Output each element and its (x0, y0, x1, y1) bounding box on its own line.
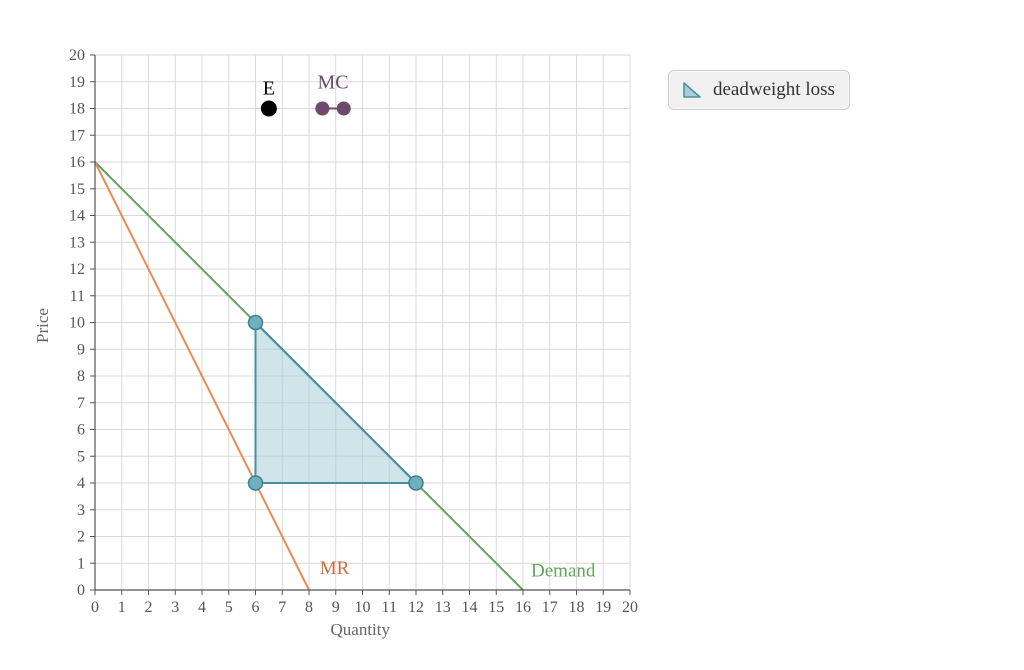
svg-text:18: 18 (569, 599, 585, 616)
svg-text:14: 14 (69, 208, 85, 225)
svg-text:14: 14 (462, 599, 478, 616)
svg-text:20: 20 (622, 599, 638, 616)
svg-text:10: 10 (355, 599, 371, 616)
svg-text:13: 13 (69, 234, 85, 251)
svg-text:1: 1 (118, 599, 126, 616)
svg-text:3: 3 (171, 599, 179, 616)
svg-text:12: 12 (69, 261, 85, 278)
x-axis-label: Quantity (331, 620, 391, 640)
mc-marker-label: MC (318, 71, 349, 93)
svg-text:8: 8 (305, 599, 313, 616)
legend-swatch-icon (681, 80, 703, 100)
e-marker-label: E (263, 78, 275, 100)
mr-line-label: MR (320, 558, 350, 579)
svg-text:9: 9 (77, 341, 85, 358)
svg-text:17: 17 (69, 127, 85, 144)
chart-stage: DemandMR01234567891011121314151617181920… (0, 0, 1024, 665)
svg-text:6: 6 (77, 422, 85, 439)
svg-text:12: 12 (408, 599, 424, 616)
svg-text:5: 5 (225, 599, 233, 616)
svg-text:2: 2 (145, 599, 153, 616)
svg-text:9: 9 (332, 599, 340, 616)
svg-text:19: 19 (69, 74, 85, 91)
svg-text:16: 16 (515, 599, 531, 616)
legend-item-label: deadweight loss (713, 79, 835, 101)
svg-text:15: 15 (488, 599, 504, 616)
svg-text:18: 18 (69, 101, 85, 118)
svg-text:20: 20 (69, 47, 85, 64)
svg-text:3: 3 (77, 502, 85, 519)
svg-text:0: 0 (91, 599, 99, 616)
svg-text:11: 11 (70, 288, 85, 305)
svg-text:4: 4 (77, 475, 85, 492)
svg-text:11: 11 (382, 599, 397, 616)
svg-text:7: 7 (278, 599, 286, 616)
y-axis-label: Price (33, 308, 53, 343)
svg-text:15: 15 (69, 181, 85, 198)
svg-text:16: 16 (69, 154, 85, 171)
svg-text:8: 8 (77, 368, 85, 385)
demand-line-label: Demand (531, 561, 596, 582)
legend-box[interactable]: deadweight loss (668, 70, 850, 110)
svg-text:19: 19 (595, 599, 611, 616)
svg-text:7: 7 (77, 395, 85, 412)
economics-chart: DemandMR01234567891011121314151617181920… (0, 0, 1024, 665)
svg-text:5: 5 (77, 448, 85, 465)
svg-text:10: 10 (69, 315, 85, 332)
svg-text:1: 1 (77, 555, 85, 572)
svg-text:0: 0 (77, 582, 85, 599)
svg-text:2: 2 (77, 529, 85, 546)
svg-text:4: 4 (198, 599, 206, 616)
svg-text:17: 17 (542, 599, 558, 616)
svg-text:13: 13 (435, 599, 451, 616)
svg-text:6: 6 (252, 599, 260, 616)
